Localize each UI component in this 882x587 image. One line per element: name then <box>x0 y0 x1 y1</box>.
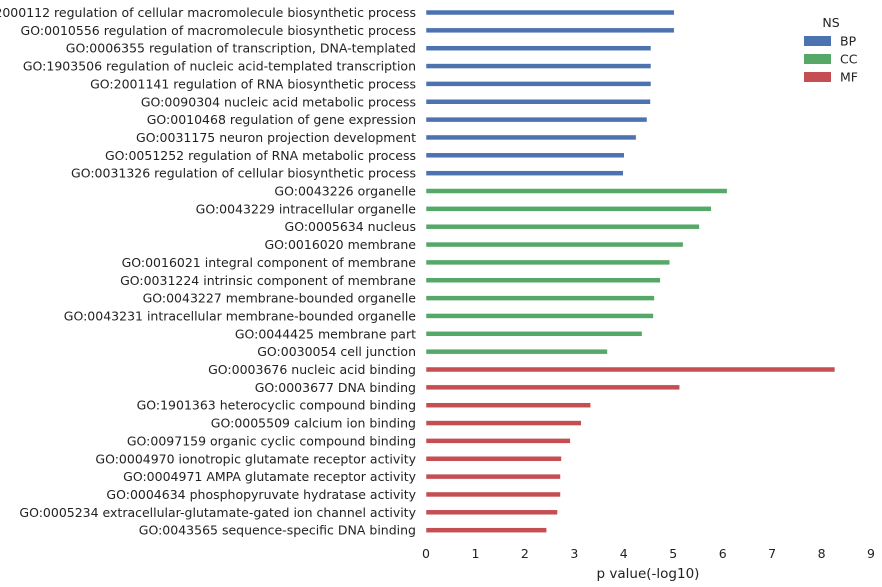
bar-mf <box>425 527 547 533</box>
legend: NS BP CC MF <box>804 15 858 85</box>
category-label: GO:0043231 intracellular membrane-bounde… <box>64 308 417 323</box>
bar-bp <box>425 134 637 141</box>
bar-cc <box>425 313 654 319</box>
bar-mf <box>425 402 591 408</box>
category-label: GO:0010556 regulation of macromolecule b… <box>21 23 416 38</box>
category-label: GO:0016021 integral component of membran… <box>122 255 417 270</box>
bar-bp <box>425 45 652 51</box>
x-tick-label: 2 <box>521 546 529 561</box>
category-label: GO:0097159 organic cyclic compound bindi… <box>127 433 416 448</box>
category-label: GO:0004971 AMPA glutamate receptor activ… <box>123 469 416 484</box>
category-label: GO:0005634 nucleus <box>285 219 416 234</box>
category-label: GO:0044425 membrane part <box>235 326 416 341</box>
bar-mf <box>425 473 561 480</box>
category-label: GO:0043229 intracellular organelle <box>196 201 417 216</box>
bar-cc <box>425 241 684 248</box>
category-label: GO:0031175 neuron projection development <box>136 130 416 145</box>
category-label: GO:0051252 regulation of RNA metabolic p… <box>105 148 416 163</box>
category-label: GO:0005509 calcium ion binding <box>211 416 416 431</box>
bar-bp <box>425 63 652 69</box>
x-tick-label: 5 <box>669 546 677 561</box>
legend-swatch-cc <box>804 54 831 64</box>
category-label: GO:0031326 regulation of cellular biosyn… <box>71 166 416 181</box>
bars-layer <box>425 9 836 533</box>
bar-cc <box>425 223 700 230</box>
category-label: GO:0090304 nucleic acid metabolic proces… <box>141 94 416 109</box>
bar-bp <box>425 81 652 87</box>
bar-mf <box>425 456 562 462</box>
bar-cc <box>425 206 712 212</box>
bar-bp <box>425 152 625 159</box>
category-labels: GO:2000112 regulation of cellular macrom… <box>0 5 417 538</box>
category-label: GO:0031224 intrinsic component of membra… <box>120 273 416 288</box>
bar-mf <box>425 420 582 426</box>
bar-mf <box>425 384 680 391</box>
legend-label-bp: BP <box>840 34 857 49</box>
x-tick-label: 0 <box>422 546 430 561</box>
category-label: GO:0004634 phosphopyruvate hydratase act… <box>106 487 416 502</box>
category-label: GO:0006355 regulation of transcription, … <box>66 41 416 56</box>
category-label: GO:0003677 DNA binding <box>255 380 416 395</box>
category-label: GO:1903506 regulation of nucleic acid-te… <box>23 59 416 74</box>
x-tick-label: 7 <box>768 546 776 561</box>
legend-swatch-mf <box>804 72 831 82</box>
category-label: GO:0003676 nucleic acid binding <box>208 362 416 377</box>
bar-cc <box>425 259 671 266</box>
bar-cc <box>425 331 643 337</box>
bar-cc <box>425 348 608 355</box>
bar-cc <box>425 188 728 194</box>
category-label: GO:0043227 membrane-bounded organelle <box>143 291 417 306</box>
bar-mf <box>425 509 558 516</box>
x-tick-label: 9 <box>867 546 875 561</box>
x-axis-title: p value(-log10) <box>597 566 700 582</box>
bar-bp <box>425 170 624 176</box>
category-label: GO:2000112 regulation of cellular macrom… <box>0 5 416 20</box>
bar-cc <box>425 277 661 283</box>
bar-bp <box>425 99 651 105</box>
category-label: GO:2001141 regulation of RNA biosyntheti… <box>90 76 416 91</box>
bar-bp <box>425 27 675 34</box>
x-tick-label: 8 <box>818 546 826 561</box>
x-tick-label: 4 <box>620 546 628 561</box>
x-axis: 0 1 2 3 4 5 6 7 8 9 <box>422 546 875 561</box>
legend-title: NS <box>822 15 839 30</box>
category-label: GO:0043565 sequence-specific DNA binding <box>139 523 416 538</box>
legend-label-mf: MF <box>840 70 858 85</box>
category-label: GO:0010468 regulation of gene expression <box>147 112 416 127</box>
x-tick-label: 1 <box>471 546 479 561</box>
category-label: GO:0030054 cell junction <box>257 344 416 359</box>
bar-mf <box>425 491 561 498</box>
bar-bp <box>425 9 675 16</box>
x-tick-label: 6 <box>719 546 727 561</box>
bar-mf <box>425 366 836 373</box>
category-label: GO:0043226 organelle <box>274 184 416 199</box>
bar-mf <box>425 438 571 444</box>
category-label: GO:0005234 extracellular-glutamate-gated… <box>19 505 416 520</box>
legend-swatch-bp <box>804 36 831 46</box>
bar-bp <box>425 116 648 123</box>
category-label: GO:1901363 heterocyclic compound binding <box>137 398 416 413</box>
legend-label-cc: CC <box>840 52 858 67</box>
category-label: GO:0016020 membrane <box>264 237 416 252</box>
x-tick-label: 3 <box>570 546 578 561</box>
bar-cc <box>425 295 655 301</box>
category-label: GO:0004970 ionotropic glutamate receptor… <box>95 451 416 466</box>
